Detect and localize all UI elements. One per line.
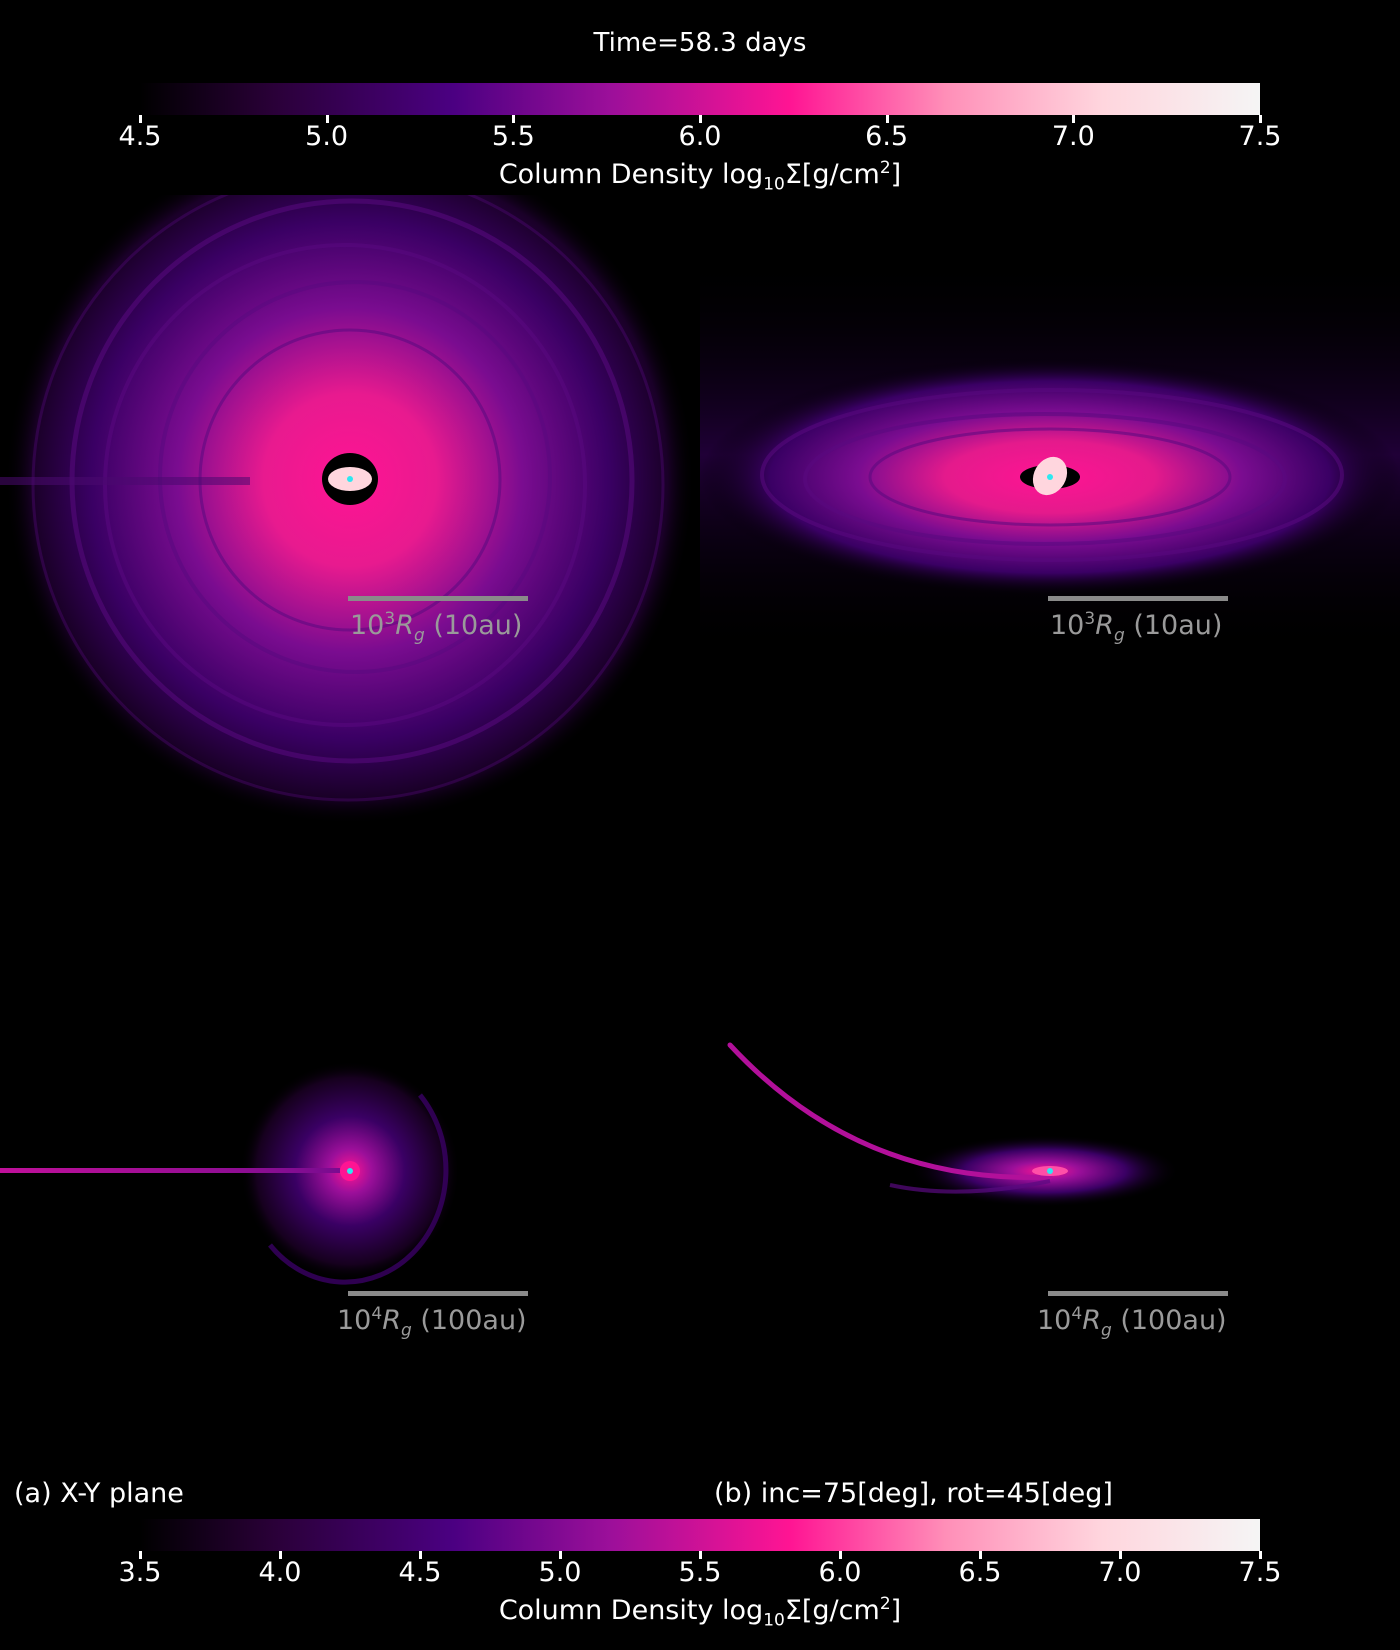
colorbar-top-tick-mark xyxy=(885,115,889,123)
colorbar-bottom-tick-mark xyxy=(559,1551,562,1559)
colorbar-bottom-tick-mark xyxy=(419,1551,422,1559)
scalebar-large-left-label: 104Rg (100au) xyxy=(337,1304,527,1341)
scalebar-small-left-label: 103Rg (10au) xyxy=(350,609,523,646)
colorbar-bottom-tick-label: 5.0 xyxy=(538,1557,582,1588)
colorbar-top-tick-mark xyxy=(1072,115,1076,123)
colorbar-top-tick-mark xyxy=(1259,115,1262,123)
colorbar-top-tick-mark xyxy=(699,115,702,123)
scalebar-large-left xyxy=(348,1291,528,1296)
scalebar-small-left xyxy=(348,596,528,601)
scalebar-small-right xyxy=(1048,596,1228,601)
colorbar-top-tick-label: 4.5 xyxy=(118,121,162,152)
disk-inclined-zoom-image xyxy=(700,255,1400,655)
colorbar-bottom-tick-label: 7.0 xyxy=(1098,1557,1142,1588)
disk-xy-wide-image xyxy=(0,1061,460,1285)
colorbar-bottom xyxy=(140,1519,1260,1551)
colorbar-top-tick-label: 5.5 xyxy=(491,121,535,152)
colorbar-top-tick-mark xyxy=(325,115,329,123)
scalebar-large-right-label: 104Rg (100au) xyxy=(1037,1304,1227,1341)
panel-a-label: (a) X-Y plane xyxy=(14,1478,184,1509)
disk-inclined-wide-image xyxy=(727,1042,1180,1207)
colorbar-bottom-tick-mark xyxy=(839,1551,842,1559)
colorbar-bottom-tick-label: 4.5 xyxy=(398,1557,442,1588)
colorbar-bottom-tick-mark xyxy=(699,1551,702,1559)
colorbar-bottom-tick-mark xyxy=(139,1551,142,1559)
colorbar-bottom-tick-label: 5.5 xyxy=(678,1557,722,1588)
disk-xy-zoom-image xyxy=(0,195,695,825)
colorbar-bottom-tick-mark xyxy=(1119,1551,1122,1559)
colorbar-bottom-tick-label: 3.5 xyxy=(118,1557,162,1588)
colorbar-bottom-tick-label: 4.0 xyxy=(258,1557,302,1588)
colorbar-top-tick-label: 7.5 xyxy=(1238,121,1282,152)
colorbar-bottom-tick-mark xyxy=(1259,1551,1262,1559)
colorbar-bottom-tick-label: 6.5 xyxy=(958,1557,1002,1588)
colorbar-top-label: Column Density log10Σ[g/cm2] xyxy=(498,158,902,195)
scalebar-small-right-label: 103Rg (10au) xyxy=(1050,609,1223,646)
colorbar-bottom-tick-label: 6.0 xyxy=(818,1557,862,1588)
colorbar-bottom-label: Column Density log10Σ[g/cm2] xyxy=(498,1594,902,1631)
scalebar-large-right xyxy=(1048,1291,1228,1296)
colorbar-bottom-tick-mark xyxy=(979,1551,982,1559)
panel-inclined-wide: 104Rg (100au) xyxy=(700,855,1400,1475)
colorbar-top-tick-mark xyxy=(512,115,516,123)
panel-inclined-zoom: 103Rg (10au) xyxy=(700,195,1400,855)
colorbar-top xyxy=(140,83,1260,115)
colorbar-top-tick-label: 5.0 xyxy=(305,121,349,152)
colorbar-bottom-tick-mark xyxy=(279,1551,282,1559)
colorbar-top-tick-label: 7.0 xyxy=(1051,121,1095,152)
colorbar-bottom-tick-label: 7.5 xyxy=(1238,1557,1282,1588)
panel-xy-zoom: 103Rg (10au) xyxy=(0,195,700,855)
plot-title: Time=58.3 days xyxy=(593,28,807,58)
colorbar-top-tick-mark xyxy=(139,115,142,123)
colorbar-top-tick-label: 6.5 xyxy=(865,121,909,152)
panel-b-label: (b) inc=75[deg], rot=45[deg] xyxy=(714,1478,1113,1509)
colorbar-top-tick-label: 6.0 xyxy=(678,121,722,152)
panel-xy-wide: 104Rg (100au) xyxy=(0,855,700,1475)
